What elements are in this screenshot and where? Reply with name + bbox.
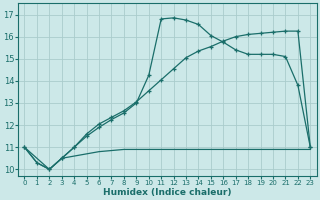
X-axis label: Humidex (Indice chaleur): Humidex (Indice chaleur) <box>103 188 232 197</box>
